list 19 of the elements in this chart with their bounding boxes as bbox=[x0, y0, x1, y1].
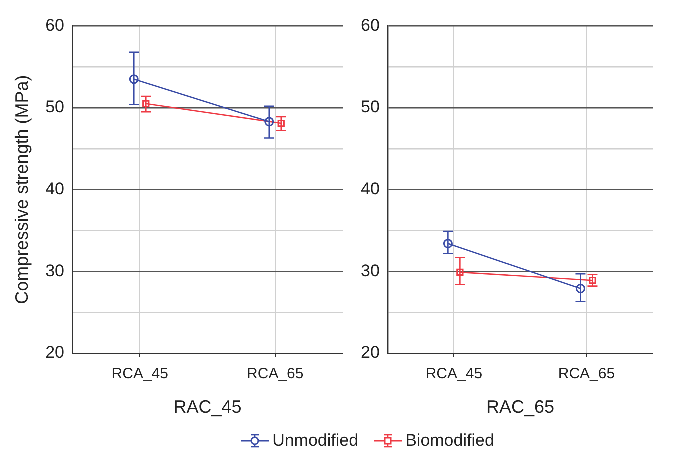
y-tick-label: 60 bbox=[46, 16, 65, 35]
x-tick-label: RCA_65 bbox=[558, 366, 616, 383]
y-tick-label: 20 bbox=[360, 343, 380, 362]
x-axis-title: RAC_45 bbox=[174, 397, 242, 418]
x-tick-label: RCA_45 bbox=[426, 366, 483, 383]
y-tick-label: 30 bbox=[46, 261, 65, 280]
x-tick-label: RCA_45 bbox=[112, 366, 168, 383]
legend-label: Biomodified bbox=[406, 431, 494, 451]
y-tick-label: 60 bbox=[360, 16, 380, 35]
y-tick-label: 40 bbox=[46, 179, 65, 198]
y-tick-label: 40 bbox=[360, 179, 380, 198]
y-tick-label: 30 bbox=[360, 261, 380, 280]
y-tick-label: 20 bbox=[46, 343, 65, 362]
y-tick-label: 50 bbox=[46, 98, 65, 117]
y-axis-title: Compressive strength (MPa) bbox=[12, 75, 32, 304]
y-tick-label: 50 bbox=[360, 98, 380, 117]
x-axis-title: RAC_65 bbox=[486, 397, 554, 418]
x-tick-label: RCA_65 bbox=[247, 366, 304, 383]
legend-label: Unmodified bbox=[272, 431, 359, 451]
